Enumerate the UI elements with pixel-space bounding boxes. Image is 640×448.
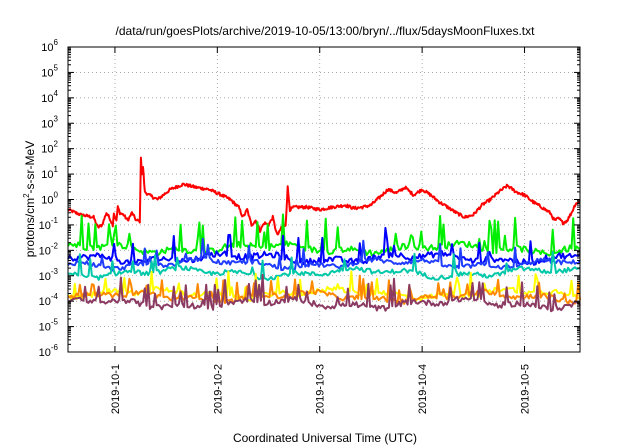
x-tick-label: 2019-10-2 xyxy=(212,364,224,414)
y-tick-exponent: -4 xyxy=(51,292,59,301)
x-tick-label: 2019-10-3 xyxy=(315,364,327,414)
y-tick-label: 102 xyxy=(41,140,58,156)
y-tick-label: 10-6 xyxy=(39,343,59,359)
y-tick-base: 10 xyxy=(41,195,53,207)
y-tick-base: 10 xyxy=(39,322,51,334)
plot-frame xyxy=(67,46,581,353)
series-line-7 xyxy=(67,274,581,305)
y-tick-base: 10 xyxy=(39,296,51,308)
y-tick-exponent: 4 xyxy=(54,89,59,98)
y-tick-label: 10-4 xyxy=(39,292,59,308)
y-axis-title: protons/cm2-s-sr-MeV xyxy=(22,141,37,257)
y-axis-title-sup: 2 xyxy=(22,193,31,198)
axes xyxy=(67,46,581,353)
y-tick-exponent: -1 xyxy=(51,216,59,225)
y-tick-label: 10-2 xyxy=(39,241,59,257)
y-tick-label: 103 xyxy=(41,114,58,130)
y-tick-exponent: 0 xyxy=(54,191,59,200)
y-tick-base: 10 xyxy=(39,271,51,283)
x-tick-label: 2019-10-5 xyxy=(520,364,532,414)
y-tick-exponent: 3 xyxy=(54,114,59,123)
series-line-8 xyxy=(67,273,581,313)
y-tick-exponent: 2 xyxy=(54,140,59,149)
y-tick-base: 10 xyxy=(41,67,53,79)
x-tick-label: 2019-10-4 xyxy=(417,364,429,414)
y-tick-label: 104 xyxy=(41,89,58,105)
y-tick-label: 106 xyxy=(41,38,58,54)
y-tick-label: 10-5 xyxy=(39,318,59,334)
y-tick-label: 101 xyxy=(41,165,58,181)
x-tick-label: 2019-10-1 xyxy=(110,364,122,414)
y-axis-title-suffix: -s-sr-MeV xyxy=(23,141,37,194)
chart-title: /data/run/goesPlots/archive/2019-10-05/1… xyxy=(116,24,536,38)
y-tick-base: 10 xyxy=(41,93,53,105)
y-tick-exponent: 6 xyxy=(54,38,59,47)
y-tick-base: 10 xyxy=(39,220,51,232)
y-tick-exponent: -3 xyxy=(51,267,59,276)
y-tick-base: 10 xyxy=(41,169,53,181)
y-tick-base: 10 xyxy=(41,42,53,54)
y-tick-label: 10-3 xyxy=(39,267,59,283)
y-tick-label: 105 xyxy=(41,63,58,79)
y-tick-exponent: 5 xyxy=(54,63,59,72)
series-line-5 xyxy=(67,251,581,282)
series-line-1 xyxy=(67,156,581,236)
y-tick-exponent: 1 xyxy=(54,165,59,174)
y-tick-labels: 10-610-510-410-310-210-11001011021031041… xyxy=(39,38,59,359)
x-tick-labels: 2019-10-1 2019-10-2 2019-10-3 2019-10-4 2019… xyxy=(110,364,532,414)
y-tick-exponent: -5 xyxy=(51,318,59,327)
y-tick-base: 10 xyxy=(39,245,51,257)
y-tick-label: 10-1 xyxy=(39,216,59,232)
y-axis-title-prefix: protons/cm xyxy=(23,198,37,257)
y-tick-label: 100 xyxy=(41,191,58,207)
x-axis-title: Coordinated Universal Time (UTC) xyxy=(233,431,417,445)
y-tick-base: 10 xyxy=(41,118,53,130)
y-tick-base: 10 xyxy=(39,347,51,359)
y-tick-exponent: -6 xyxy=(51,343,59,352)
series-line-3 xyxy=(67,226,581,266)
series-layer xyxy=(67,156,581,313)
y-tick-base: 10 xyxy=(41,144,53,156)
y-tick-exponent: -2 xyxy=(51,241,59,250)
